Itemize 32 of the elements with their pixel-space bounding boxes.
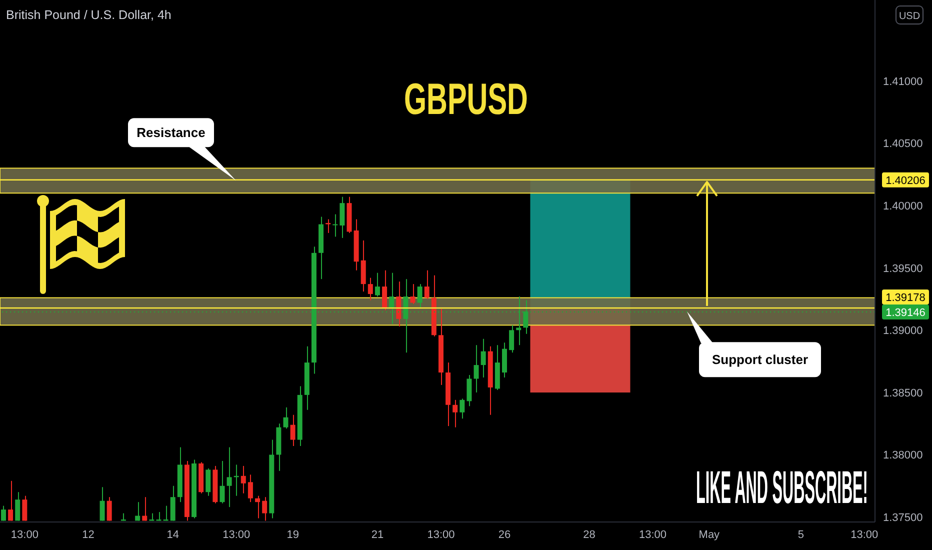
x-tick-label: 19: [286, 528, 299, 541]
x-tick-label: May: [698, 528, 720, 541]
text: GBPUSD: [404, 74, 528, 124]
text: British Pound / U.S. Dollar, 4h: [6, 8, 172, 22]
candlestick: [332, 214, 338, 237]
x-tick-label: 12: [82, 528, 94, 541]
y-tick-label: 1.38000: [883, 450, 923, 462]
y-tick-label: 1.38500: [883, 387, 923, 400]
annotation: LIKE AND SUBSCRIBE!: [696, 462, 868, 514]
ref-line-label: 1.39146: [886, 306, 926, 319]
x-tick-label: 14: [166, 528, 180, 541]
x-tick-label: 13:00: [850, 528, 878, 541]
x-tick-label: 5: [798, 528, 804, 541]
x-tick-label: 13:00: [222, 528, 250, 541]
y-axis-title: USD: [898, 11, 920, 22]
y-tick-label: 1.39000: [883, 325, 923, 338]
y-tick-label: 1.39500: [883, 262, 923, 275]
y-tick-label: 1.40000: [883, 200, 923, 212]
y-tick-label: 1.37500: [883, 512, 923, 524]
x-tick-label: 13:00: [427, 528, 455, 541]
y-tick-label: 1.41000: [883, 76, 923, 88]
ref-line-label: 1.40206: [886, 174, 926, 187]
y-tick-label: 1.40500: [883, 138, 923, 150]
x-tick-label: 21: [371, 528, 384, 541]
candlestick: [163, 506, 168, 521]
x-tick-label: 28: [583, 528, 596, 541]
band-label: Support cluster: [712, 352, 808, 368]
x-tick-label: 26: [498, 528, 511, 541]
x-tick-label: 13:00: [10, 528, 38, 541]
x-tick-label: 13:00: [638, 528, 666, 541]
band-label: Resistance: [136, 125, 206, 140]
ref-line-label: 1.39178: [886, 292, 926, 304]
